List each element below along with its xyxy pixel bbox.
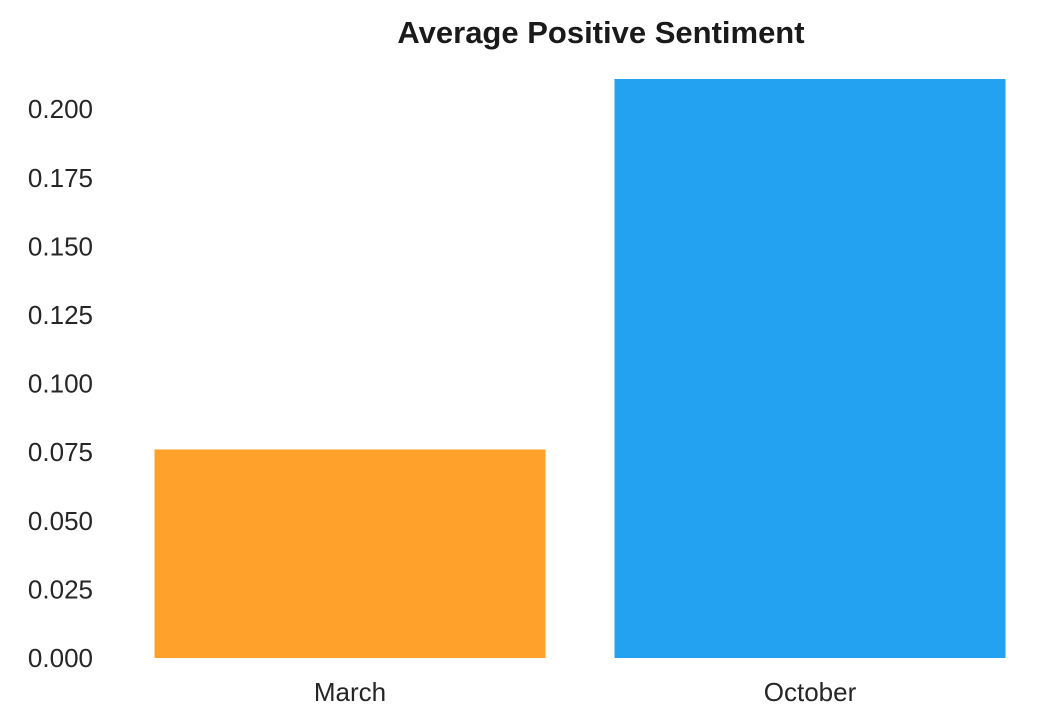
y-tick-label: 0.050 xyxy=(28,506,93,536)
y-tick-label: 0.000 xyxy=(28,643,93,673)
x-tick-label: March xyxy=(314,677,386,707)
y-tick-label: 0.125 xyxy=(28,300,93,330)
y-tick-label: 0.100 xyxy=(28,369,93,399)
y-axis: 0.000 0.025 0.050 0.075 0.100 0.125 0.150 0.175… xyxy=(28,94,93,673)
y-tick-label: 0.150 xyxy=(28,231,93,261)
y-tick-label: 0.075 xyxy=(28,437,93,467)
y-tick-label: 0.200 xyxy=(28,94,93,124)
x-axis: March October xyxy=(314,677,857,707)
chart-title: Average Positive Sentiment xyxy=(397,15,804,50)
bar-march xyxy=(154,449,546,658)
bars xyxy=(154,79,1006,658)
bar-october xyxy=(614,79,1006,658)
x-tick-label: October xyxy=(764,677,857,707)
y-tick-label: 0.025 xyxy=(28,574,93,604)
y-tick-label: 0.175 xyxy=(28,163,93,193)
